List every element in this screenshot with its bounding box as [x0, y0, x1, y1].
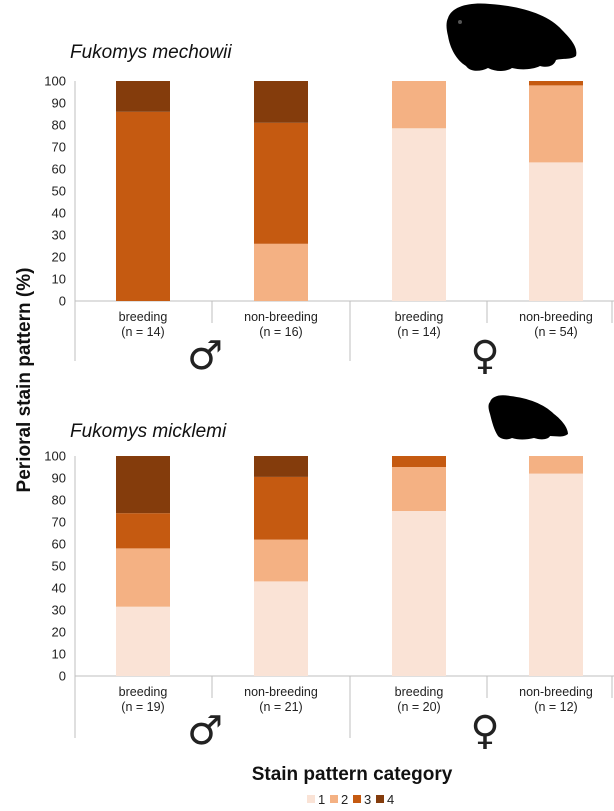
- y-tick-label: 0: [59, 669, 66, 684]
- x-axis-label: Stain pattern category: [252, 764, 453, 785]
- sample-size-label: (n = 20): [397, 700, 440, 714]
- sample-size-label: (n = 21): [259, 700, 302, 714]
- y-tick-label: 50: [52, 559, 66, 574]
- mole-rat-silhouette-icon: [488, 395, 568, 440]
- bar-segment-1: [529, 473, 583, 676]
- bar-segment-2: [254, 243, 308, 301]
- bar-segment-1: [392, 128, 446, 301]
- panel-title: Fukomys micklemi: [70, 421, 227, 442]
- bar-segment-1: [529, 162, 583, 301]
- bar-segment-4: [254, 456, 308, 477]
- bar-segment-2: [529, 85, 583, 163]
- bar-segment-2: [392, 467, 446, 511]
- y-tick-label: 90: [52, 96, 66, 111]
- category-label: non-breeding: [519, 310, 593, 324]
- sample-size-label: (n = 16): [259, 325, 302, 339]
- y-tick-label: 10: [52, 272, 66, 287]
- y-tick-label: 0: [59, 294, 66, 309]
- y-tick-label: 100: [44, 74, 66, 89]
- category-label: non-breeding: [519, 685, 593, 699]
- panel-title: Fukomys mechowii: [70, 42, 232, 63]
- category-label: breeding: [119, 310, 168, 324]
- bar-segment-3: [392, 456, 446, 467]
- legend-swatch: [307, 795, 315, 803]
- bar-segment-4: [116, 456, 170, 514]
- y-tick-label: 80: [52, 493, 66, 508]
- sample-size-label: (n = 14): [397, 325, 440, 339]
- bar-segment-2: [116, 548, 170, 607]
- legend-swatch: [330, 795, 338, 803]
- bar-segment-2: [529, 456, 583, 474]
- legend-label: 2: [341, 792, 348, 807]
- category-label: non-breeding: [244, 310, 318, 324]
- y-axis-label: Perioral stain pattern (%): [14, 268, 35, 493]
- legend: 1 2 3 4: [307, 792, 394, 807]
- sample-size-label: (n = 12): [534, 700, 577, 714]
- category-label: breeding: [395, 310, 444, 324]
- female-symbol: ♀: [470, 708, 499, 754]
- legend-label: 3: [364, 792, 371, 807]
- bar-segment-2: [392, 81, 446, 129]
- y-tick-label: 20: [52, 250, 66, 265]
- sample-size-label: (n = 14): [121, 325, 164, 339]
- legend-label: 1: [318, 792, 325, 807]
- bar-segment-3: [116, 513, 170, 549]
- bar-segment-1: [254, 581, 308, 676]
- legend-swatch: [376, 795, 384, 803]
- bar-segment-4: [254, 81, 308, 123]
- bar-segment-3: [254, 122, 308, 244]
- category-label: breeding: [395, 685, 444, 699]
- bar-segment-1: [116, 606, 170, 676]
- y-tick-label: 60: [52, 162, 66, 177]
- bar-segment-1: [392, 511, 446, 676]
- y-tick-label: 70: [52, 140, 66, 155]
- legend-swatch: [353, 795, 361, 803]
- mole-rat-silhouette-icon: [446, 3, 577, 71]
- sample-size-label: (n = 19): [121, 700, 164, 714]
- female-symbol: ♀: [470, 333, 499, 379]
- y-tick-label: 80: [52, 118, 66, 133]
- y-tick-label: 10: [52, 647, 66, 662]
- male-symbol: ♂: [187, 333, 223, 379]
- panel-fukomys-micklemi: Fukomys micklemi 0 10 20 30 40 50 60 70 80 90 100 b…: [44, 395, 614, 754]
- bar-segment-3: [116, 111, 170, 301]
- bar-segment-3: [254, 476, 308, 540]
- y-tick-label: 40: [52, 206, 66, 221]
- y-tick-label: 50: [52, 184, 66, 199]
- y-tick-label: 70: [52, 515, 66, 530]
- category-label: breeding: [119, 685, 168, 699]
- y-tick-label: 30: [52, 228, 66, 243]
- bar-segment-4: [116, 81, 170, 112]
- category-label: non-breeding: [244, 685, 318, 699]
- male-symbol: ♂: [187, 708, 223, 754]
- y-tick-label: 30: [52, 603, 66, 618]
- bar-segment-2: [254, 539, 308, 582]
- y-tick-label: 40: [52, 581, 66, 596]
- legend-label: 4: [387, 792, 394, 807]
- y-tick-label: 20: [52, 625, 66, 640]
- panel-fukomys-mechowii: Fukomys mechowii 0 10 20 30 40 50 60 70 80 90 100 b…: [44, 3, 614, 379]
- bar-segment-3: [529, 81, 583, 86]
- y-tick-label: 60: [52, 537, 66, 552]
- y-tick-label: 100: [44, 449, 66, 464]
- sample-size-label: (n = 54): [534, 325, 577, 339]
- y-tick-label: 90: [52, 471, 66, 486]
